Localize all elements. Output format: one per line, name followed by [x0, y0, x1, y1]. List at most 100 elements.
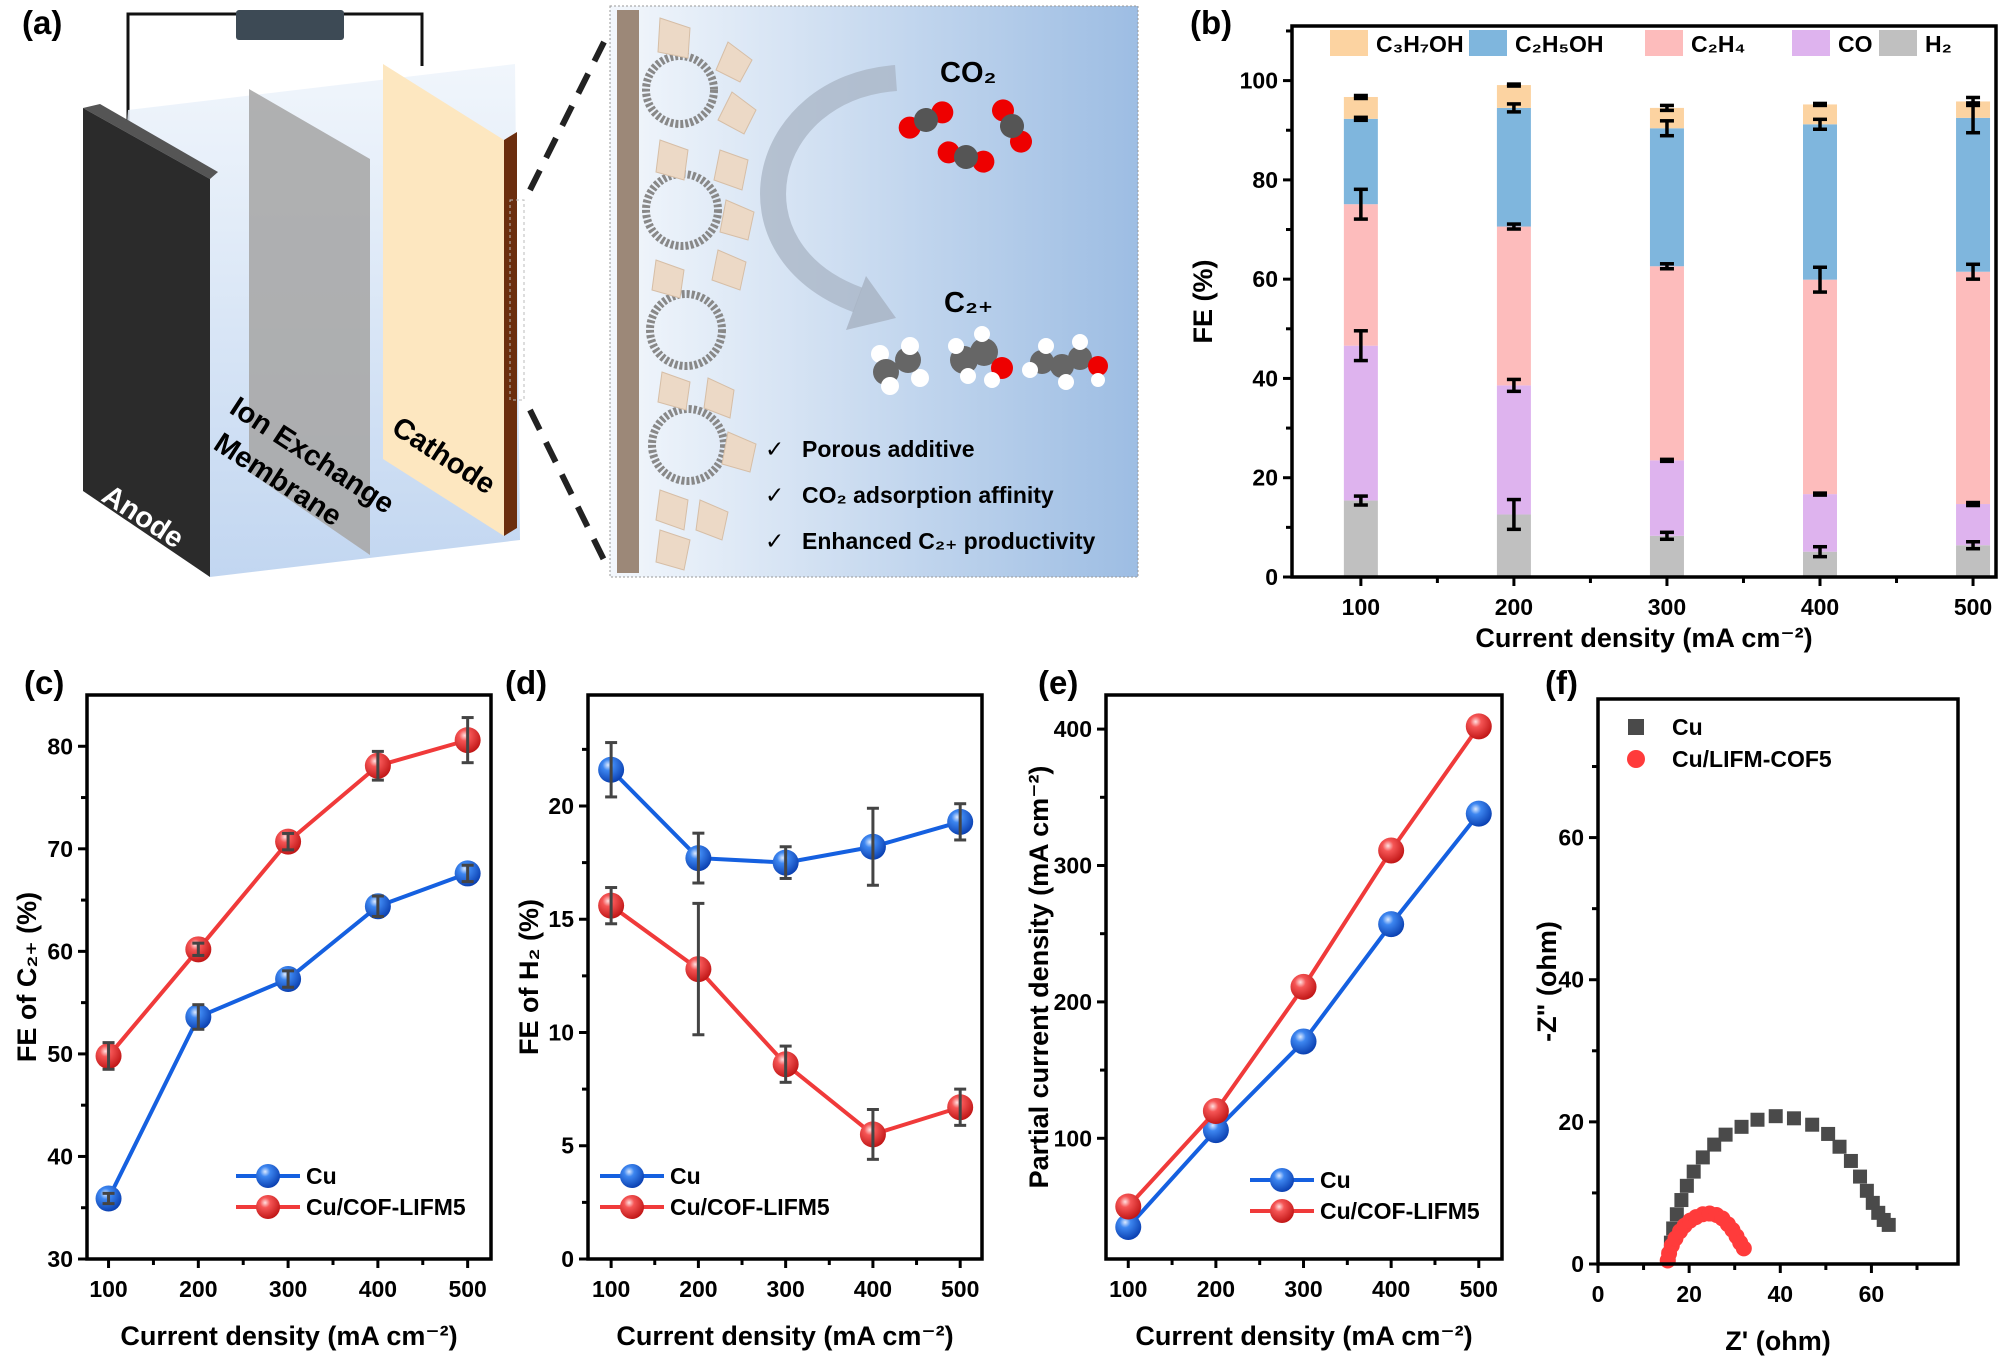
octahedron [695, 499, 729, 541]
legend-marker [1270, 1199, 1294, 1223]
y-tick-label: 40 [1558, 967, 1584, 993]
chart-panel-e: (e) 100 200 300 400 100 200 300 400 500 Current de… [1024, 664, 1504, 1351]
bar-segment [1496, 385, 1531, 515]
checklist-item: Enhanced C₂₊ productivity [802, 528, 1095, 554]
membrane-plate [249, 89, 370, 555]
co2-molecule [898, 101, 954, 139]
data-point [1734, 1119, 1749, 1134]
octahedron [711, 249, 747, 291]
bar-segment [1803, 494, 1837, 552]
bar-segment [1803, 104, 1837, 125]
legend-label: Cu/COF-LIFM5 [1320, 1198, 1480, 1224]
zoom-region [509, 199, 525, 401]
conversion-arrowhead [846, 276, 896, 330]
y-axis-label: FE of H₂ (%) [514, 899, 544, 1055]
x-axis-label: Current density (mA cm⁻²) [1135, 1321, 1472, 1351]
x-tick-label: 500 [448, 1276, 486, 1302]
octahedron [655, 139, 689, 181]
y-tick-label: 15 [548, 906, 574, 932]
x-tick-label: 300 [766, 1276, 804, 1302]
bar-segment [1343, 500, 1378, 577]
co2-molecules [898, 99, 1032, 173]
octahedron [655, 529, 691, 571]
series-line [107, 738, 469, 1058]
copper-octahedra [651, 17, 757, 571]
electrode-substrate [617, 10, 639, 573]
data-point [1707, 1137, 1722, 1152]
chart-panel-b: (b) 0 20 40 60 80 100 100 200 300 400 500 Current de… [1188, 4, 1998, 653]
x-tick-label: 40 [1767, 1281, 1793, 1307]
data-point [1290, 973, 1317, 1000]
plot-frame [1290, 24, 1998, 579]
x-axis-label: Current density (mA cm⁻²) [120, 1321, 457, 1351]
chart-panel-c: (c) 30 40 50 60 70 80 100 200 300 400 500 Current de… [12, 664, 493, 1351]
bar-segment [1649, 107, 1684, 129]
series-line [1126, 812, 1481, 1229]
bar-segment [1343, 345, 1378, 501]
legend-marker [1628, 719, 1644, 735]
y-tick-label: 0 [1571, 1251, 1584, 1277]
anode-plate [83, 108, 210, 577]
data-point [1859, 1183, 1874, 1198]
co2-molecule [937, 141, 995, 173]
data-point [1686, 1164, 1701, 1179]
checklist-item: CO₂ adsorption affinity [802, 482, 1054, 508]
x-tick-label: 400 [1801, 594, 1839, 620]
x-tick-label: 500 [1954, 594, 1992, 620]
x-tick-label: 400 [854, 1276, 892, 1302]
data-point [1832, 1139, 1847, 1154]
cathode-plate [383, 64, 504, 536]
x-tick-label: 200 [1197, 1276, 1235, 1302]
y-tick-label: 60 [1558, 825, 1584, 851]
panel-a-schematic: (a) Anode Ion Exchange Membrane Cathode [22, 4, 1139, 578]
x-tick-label: 200 [679, 1276, 717, 1302]
check-icon: ✓ [765, 528, 784, 554]
data-point [1115, 1213, 1142, 1240]
data-point [1290, 1028, 1317, 1055]
chart-panel-f: (f) 0 20 40 60 0 20 40 60 Z' (ohm) -Z" (ohm) Cu Cu/L… [1532, 664, 1960, 1356]
data-point [1768, 1109, 1783, 1124]
co2-label: CO₂ [940, 57, 996, 89]
y-tick-label: 300 [1054, 852, 1092, 878]
data-point [1378, 837, 1405, 864]
feature-checklist: ✓ Porous additive ✓ CO₂ adsorption affin… [765, 436, 1095, 554]
y-tick-label: 0 [561, 1246, 574, 1272]
data-point [1843, 1153, 1858, 1168]
legend-label: Cu/COF-LIFM5 [670, 1194, 830, 1220]
x-tick-label: 100 [89, 1276, 127, 1302]
x-axis-label: Z' (ohm) [1725, 1326, 1830, 1356]
octahedron [719, 199, 755, 241]
bar-segment [1496, 85, 1531, 108]
octahedron [703, 377, 735, 419]
panel-label-c: (c) [24, 664, 64, 701]
x-tick-label: 300 [1648, 594, 1686, 620]
bar-segment [1343, 96, 1378, 119]
bar-segment [1803, 124, 1837, 280]
bar-segment [1649, 460, 1684, 536]
data-point [1465, 800, 1492, 827]
bar-segment [1649, 266, 1684, 461]
y-tick-label: 20 [1558, 1109, 1584, 1135]
y-tick-label: 20 [548, 793, 574, 819]
legend-label: Cu [1320, 1167, 1351, 1193]
legend-swatch [1645, 30, 1683, 56]
data-point [1679, 1178, 1694, 1193]
y-tick-label: 30 [47, 1246, 73, 1272]
chart-panel-d: (d) 0 5 10 15 20 100 200 300 400 500 Current densit… [505, 664, 984, 1351]
octahedron [715, 41, 753, 83]
legend-marker [1627, 750, 1645, 768]
x-tick-label: 300 [1284, 1276, 1322, 1302]
legend-marker [620, 1164, 644, 1188]
legend-label: Cu [306, 1163, 337, 1189]
legend-label: H₂ [1925, 31, 1952, 57]
bar-segment [1803, 279, 1837, 495]
x-tick-label: 100 [1109, 1276, 1147, 1302]
y-tick-label: 40 [1252, 365, 1278, 391]
legend-marker [256, 1195, 280, 1219]
data-point [1674, 1193, 1689, 1208]
zoom-line-top [527, 40, 607, 192]
octahedron [655, 489, 689, 531]
series-line [1126, 725, 1481, 1208]
plot-frame [1596, 697, 1960, 1266]
